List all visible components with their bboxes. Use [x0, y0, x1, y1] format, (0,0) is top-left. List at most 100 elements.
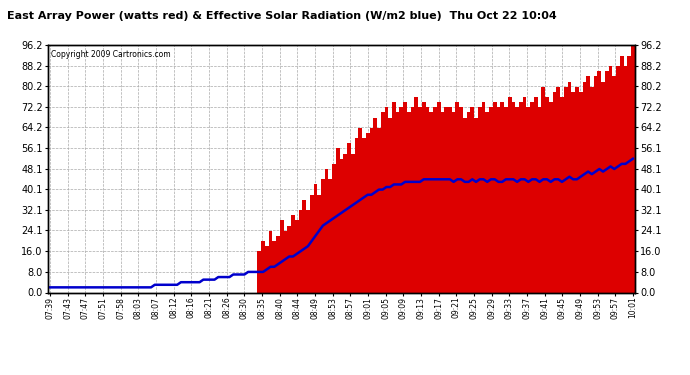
- Bar: [418, 107, 422, 292]
- Bar: [500, 102, 504, 292]
- Bar: [332, 164, 336, 292]
- Bar: [328, 179, 332, 292]
- Bar: [575, 87, 579, 292]
- Bar: [579, 92, 582, 292]
- Bar: [268, 231, 273, 292]
- Bar: [426, 107, 429, 292]
- Bar: [534, 97, 538, 292]
- Bar: [598, 71, 601, 292]
- Bar: [400, 107, 403, 292]
- Bar: [262, 241, 265, 292]
- Bar: [624, 66, 627, 292]
- Bar: [336, 148, 339, 292]
- Bar: [403, 102, 407, 292]
- Bar: [344, 154, 347, 292]
- Bar: [422, 102, 426, 292]
- Bar: [471, 107, 474, 292]
- Bar: [407, 112, 411, 292]
- Bar: [388, 117, 392, 292]
- Bar: [257, 251, 262, 292]
- Bar: [586, 76, 590, 292]
- Bar: [564, 87, 568, 292]
- Bar: [276, 236, 280, 292]
- Bar: [620, 56, 624, 292]
- Text: East Array Power (watts red) & Effective Solar Radiation (W/m2 blue)  Thu Oct 22: East Array Power (watts red) & Effective…: [7, 11, 557, 21]
- Bar: [384, 107, 388, 292]
- Bar: [310, 195, 313, 292]
- Bar: [265, 246, 268, 292]
- Bar: [381, 112, 384, 292]
- Bar: [339, 159, 344, 292]
- Bar: [556, 87, 560, 292]
- Bar: [545, 97, 549, 292]
- Bar: [489, 107, 493, 292]
- Bar: [366, 133, 370, 292]
- Bar: [631, 45, 635, 292]
- Bar: [463, 117, 466, 292]
- Bar: [582, 81, 586, 292]
- Bar: [287, 226, 291, 292]
- Bar: [295, 220, 299, 292]
- Bar: [485, 112, 489, 292]
- Bar: [571, 92, 575, 292]
- Bar: [523, 97, 526, 292]
- Bar: [519, 102, 523, 292]
- Bar: [593, 76, 598, 292]
- Bar: [455, 102, 460, 292]
- Bar: [466, 112, 471, 292]
- Bar: [351, 154, 355, 292]
- Bar: [377, 128, 381, 292]
- Bar: [437, 102, 440, 292]
- Bar: [284, 231, 287, 292]
- Bar: [504, 107, 508, 292]
- Bar: [306, 210, 310, 292]
- Bar: [493, 102, 497, 292]
- Bar: [302, 200, 306, 292]
- Bar: [433, 107, 437, 292]
- Bar: [317, 195, 321, 292]
- Bar: [530, 102, 534, 292]
- Bar: [347, 143, 351, 292]
- Bar: [411, 107, 415, 292]
- Bar: [321, 179, 325, 292]
- Bar: [396, 112, 400, 292]
- Bar: [325, 169, 328, 292]
- Bar: [605, 71, 609, 292]
- Bar: [392, 102, 396, 292]
- Bar: [508, 97, 511, 292]
- Bar: [616, 66, 620, 292]
- Bar: [560, 97, 564, 292]
- Bar: [291, 215, 295, 292]
- Bar: [549, 102, 553, 292]
- Bar: [313, 184, 317, 292]
- Bar: [429, 112, 433, 292]
- Bar: [627, 56, 631, 292]
- Bar: [609, 66, 613, 292]
- Bar: [474, 117, 478, 292]
- Bar: [370, 128, 373, 292]
- Bar: [497, 107, 500, 292]
- Bar: [478, 107, 482, 292]
- Bar: [568, 81, 571, 292]
- Bar: [355, 138, 358, 292]
- Bar: [362, 138, 366, 292]
- Text: Copyright 2009 Cartronics.com: Copyright 2009 Cartronics.com: [51, 50, 171, 59]
- Bar: [415, 97, 418, 292]
- Bar: [273, 241, 276, 292]
- Bar: [482, 102, 485, 292]
- Bar: [299, 210, 302, 292]
- Bar: [280, 220, 284, 292]
- Bar: [542, 87, 545, 292]
- Bar: [444, 107, 448, 292]
- Bar: [448, 107, 452, 292]
- Bar: [373, 117, 377, 292]
- Bar: [553, 92, 556, 292]
- Bar: [440, 112, 444, 292]
- Bar: [526, 107, 530, 292]
- Bar: [613, 76, 616, 292]
- Bar: [515, 107, 519, 292]
- Bar: [538, 107, 542, 292]
- Bar: [452, 112, 455, 292]
- Bar: [590, 87, 593, 292]
- Bar: [601, 81, 605, 292]
